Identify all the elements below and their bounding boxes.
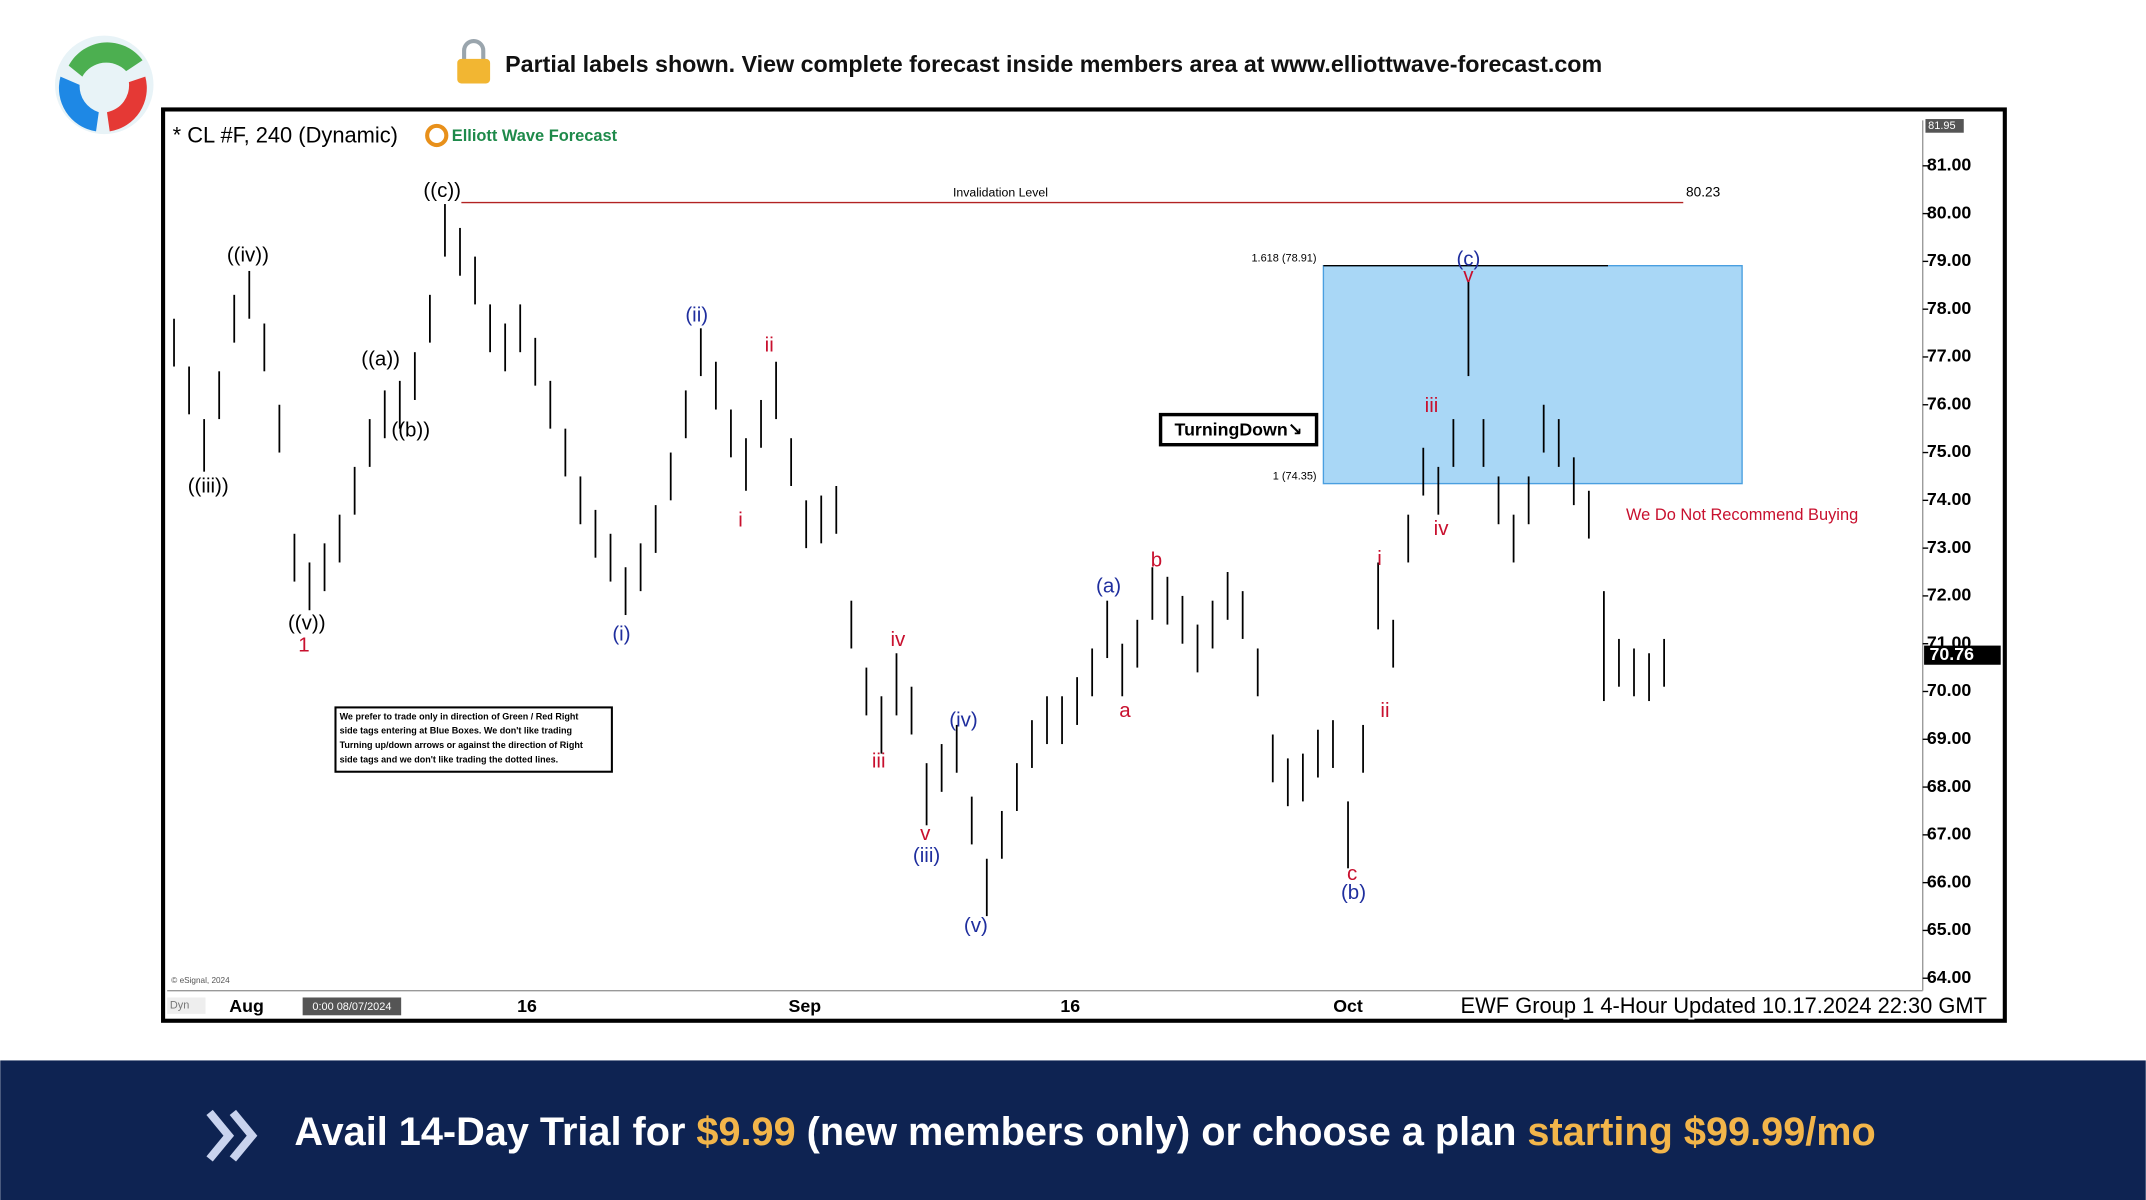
y-tick-label: 72.00 <box>1927 585 1972 605</box>
y-tick-label: 73.00 <box>1927 537 1972 557</box>
logo <box>54 35 154 135</box>
wave-label: i <box>738 509 743 532</box>
wave-label: ((iii)) <box>188 475 229 498</box>
banner-text: (new members only) or choose a plan <box>807 1110 1517 1154</box>
chevrons <box>206 1109 258 1162</box>
wave-label: a <box>1119 699 1131 722</box>
copyright: © eSignal, 2024 <box>171 976 230 985</box>
footer: EWF Group 1 4-Hour Updated 10.17.2024 22… <box>1461 993 1988 1018</box>
y-tick-label: 75.00 <box>1927 441 1972 461</box>
wave-label: 1 <box>298 633 309 656</box>
last-price-box <box>1924 645 2001 665</box>
y-tick-label: 65.00 <box>1927 919 1972 939</box>
cursor-date-box <box>302 997 402 1016</box>
wave-label: ii <box>1380 699 1389 722</box>
wave-label: ((c)) <box>423 179 461 202</box>
y-tick-label: 77.00 <box>1927 346 1972 366</box>
x-tick-label: Sep <box>789 996 822 1016</box>
banner-text: starting $99.99/mo <box>1527 1110 1875 1154</box>
last-price: 70.76 <box>1930 644 1975 664</box>
wave-label: ((b)) <box>391 418 430 441</box>
target-box <box>1322 265 1743 485</box>
wave-label: iv <box>890 628 906 651</box>
notice: Partial labels shown. View complete fore… <box>505 51 1602 77</box>
turning-label: TurningDown↘ <box>1175 420 1303 440</box>
wave-label: (i) <box>612 622 630 645</box>
wave-label: i <box>1377 547 1382 570</box>
fib-label: 1 (74.35) <box>1273 471 1317 483</box>
y-tick-label: 80.00 <box>1927 202 1972 222</box>
wave-label: v <box>1463 264 1474 287</box>
wave-label: (b) <box>1341 881 1366 904</box>
wave-label: (iv) <box>949 709 977 732</box>
note-line: We prefer to trade only in direction of … <box>340 711 579 721</box>
x-tick-label: Aug <box>229 996 264 1016</box>
wave-label: (v) <box>964 914 988 937</box>
caution: We Do Not Recommend Buying <box>1626 506 1858 524</box>
note-line: side tags and we don't like trading the … <box>340 754 559 764</box>
y-tick-label: 79.00 <box>1927 250 1972 270</box>
y-tick-label: 70.00 <box>1927 680 1972 700</box>
note-box <box>334 706 613 773</box>
y-tick-label: 67.00 <box>1927 824 1972 844</box>
y-tick-label: 64.00 <box>1927 967 1972 987</box>
wave-label: b <box>1151 548 1162 571</box>
wave-label: (a) <box>1096 574 1121 597</box>
brand: Elliott Wave Forecast <box>452 127 618 145</box>
y-tick-label: 78.00 <box>1927 298 1972 318</box>
wave-label: ((a)) <box>361 347 400 370</box>
dyn-box <box>167 997 206 1014</box>
wave-label: (c) <box>1456 247 1480 270</box>
y-tick-label: 76.00 <box>1927 393 1972 413</box>
y-tick-label: 68.00 <box>1927 776 1972 796</box>
x-tick-label: 16 <box>1060 996 1080 1016</box>
note-line: Turning up/down arrows or against the di… <box>340 740 583 750</box>
banner-text: $9.99 <box>696 1110 795 1154</box>
y-tick-label: 74.00 <box>1927 489 1972 509</box>
chart-frame <box>161 107 2007 1023</box>
x-tick-label: Oct <box>1333 996 1363 1016</box>
lock-icon <box>457 39 491 84</box>
invalidation-value: 80.23 <box>1686 185 1720 200</box>
dyn-label: Dyn <box>170 1000 189 1012</box>
wave-label: ((iv)) <box>227 243 269 266</box>
ylim-label: 81.95 <box>1928 120 1955 132</box>
wave-label: iii <box>872 750 886 773</box>
wave-label: ii <box>765 334 774 357</box>
y-tick-label: 81.00 <box>1927 155 1972 175</box>
banner-text: Avail 14-Day Trial for <box>294 1110 685 1154</box>
ylim-box <box>1925 119 1964 133</box>
wave-label: ((v)) <box>288 611 326 634</box>
wave-label: c <box>1347 862 1357 885</box>
wave-label: v <box>920 822 931 845</box>
brand-icon <box>425 123 449 148</box>
wave-label: (iii) <box>913 844 940 867</box>
banner <box>0 1060 2146 1200</box>
x-tick-label: 16 <box>517 996 537 1016</box>
turning-box <box>1158 412 1319 447</box>
y-tick-label: 69.00 <box>1927 728 1972 748</box>
note-line: side tags entering at Blue Boxes. We don… <box>340 726 572 736</box>
chart-title: * CL #F, 240 (Dynamic) <box>173 123 398 148</box>
wave-label: (ii) <box>685 303 708 326</box>
y-tick-label: 66.00 <box>1927 871 1972 891</box>
invalidation-label: Invalidation Level <box>953 185 1048 199</box>
wave-label: iii <box>1425 394 1439 417</box>
fib-label: 1.618 (78.91) <box>1251 253 1316 265</box>
cursor-date: 0:00 08/07/2024 <box>312 1001 391 1013</box>
wave-label: iv <box>1434 517 1450 540</box>
